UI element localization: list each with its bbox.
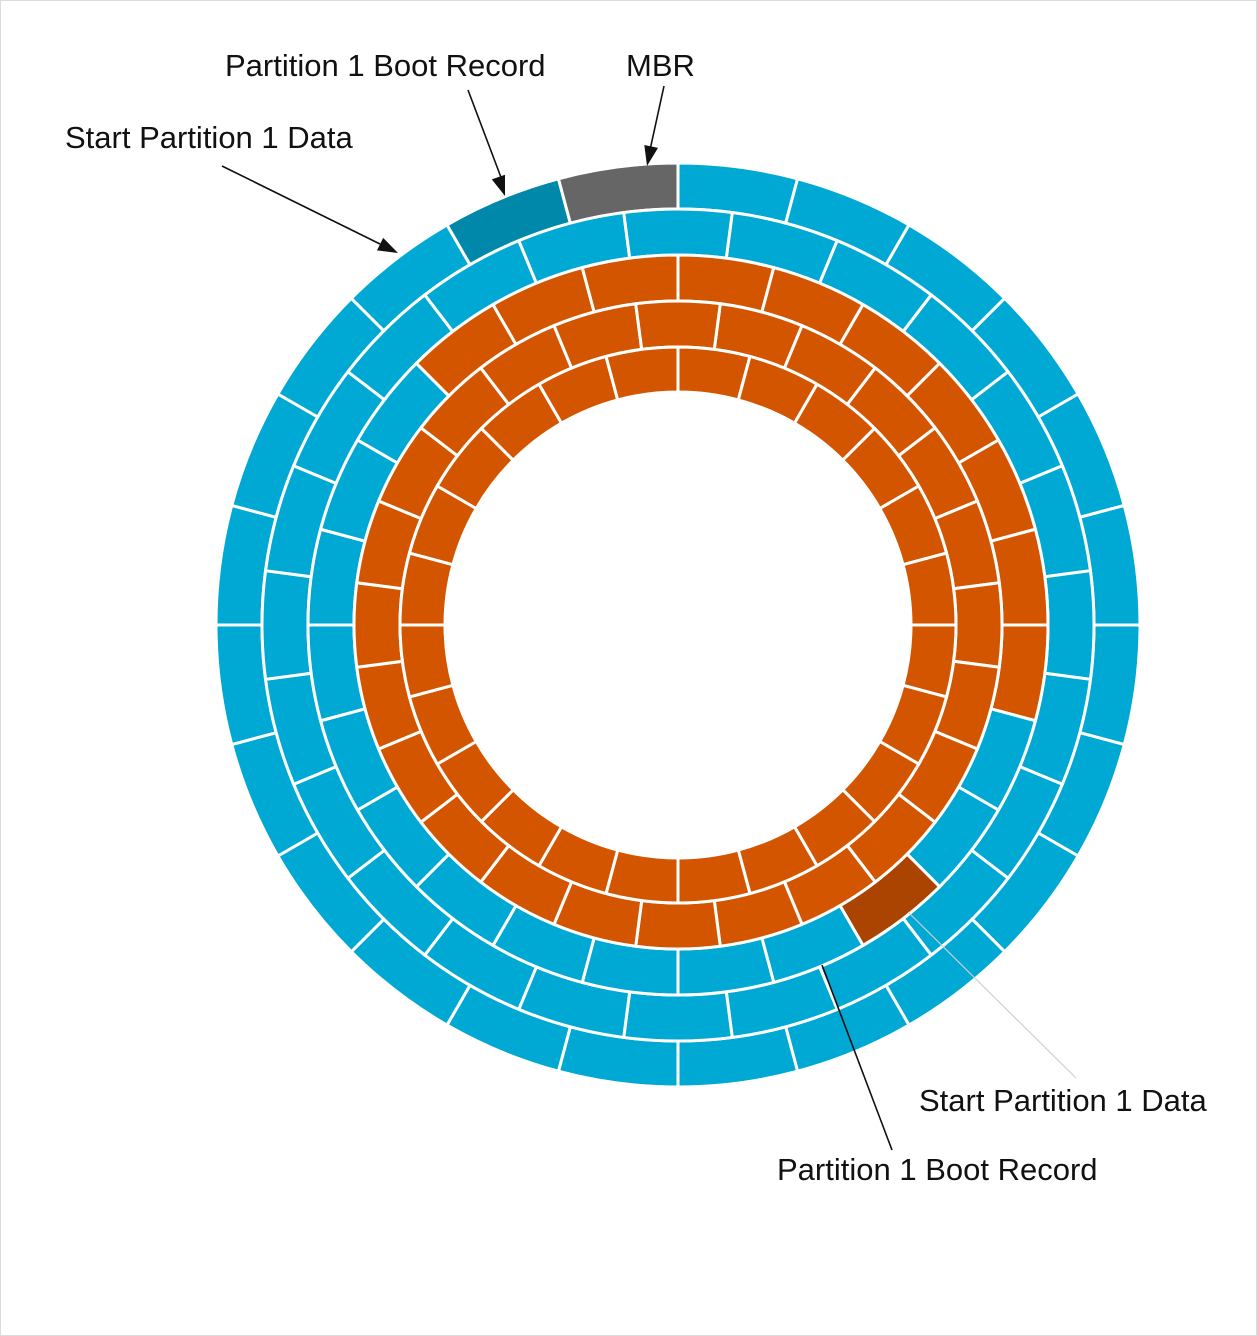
sector-track4-12 [634,899,722,951]
label-top-start-data: Start Partition 1 Data [65,120,353,155]
line-bottom-start-data [907,911,1077,1079]
label-bottom-boot-record: Partition 1 Boot Record [777,1152,1098,1187]
callout-arrows [221,85,1077,1151]
arrow-head-top-start-data [376,237,398,253]
label-top-mbr: MBR [626,48,695,83]
label-bottom-start-data: Start Partition 1 Data [919,1083,1207,1118]
sector-track5-6 [901,551,958,627]
sector-track2-18 [260,569,313,681]
arrow-line-top-mbr [649,85,665,151]
arrow-line-top-boot-record [467,89,503,181]
sector-track5-18 [398,623,455,699]
sector-track2-12 [622,990,734,1043]
sector-track5-24 [604,345,680,402]
arrow-line-top-start-data [221,165,381,245]
sector-track2-6 [1043,569,1096,681]
sector-track2-24 [622,207,734,260]
disk-sectors [214,161,1142,1089]
sector-track4-18 [352,581,404,669]
sector-track4-6 [952,581,1004,669]
sector-track4-24 [634,299,722,351]
arrow-head-top-boot-record [491,174,506,196]
label-top-boot-record: Partition 1 Boot Record [225,48,546,83]
arrow-head-top-mbr [644,144,659,166]
sector-track5-12 [676,848,752,905]
line-bottom-boot-record [821,964,893,1151]
